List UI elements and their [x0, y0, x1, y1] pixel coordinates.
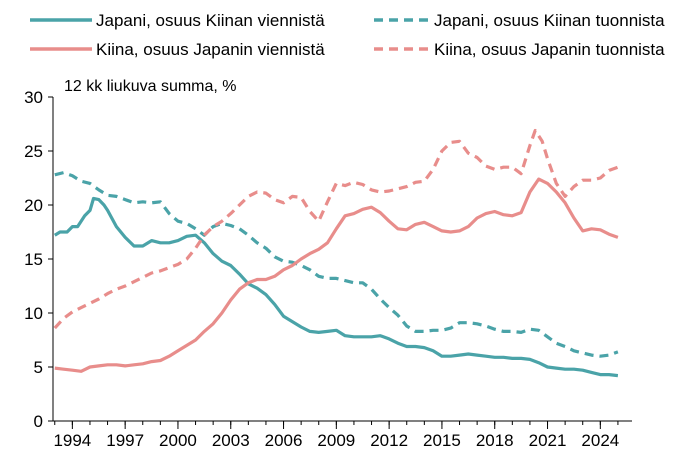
y-tick-label: 10	[24, 304, 43, 323]
y-tick-label: 25	[24, 142, 43, 161]
y-tick-label: 15	[24, 250, 43, 269]
y-tick-label: 20	[24, 196, 43, 215]
y-tick-label: 30	[24, 88, 43, 107]
legend-label-japani-tuonti: Japani, osuus Kiinan tuonnista	[434, 11, 665, 30]
y-tick-label: 5	[34, 358, 43, 377]
y-tick-label: 0	[34, 412, 43, 431]
series-layer	[53, 128, 619, 378]
y-axis-unit-label: 12 kk liukuva summa, %	[64, 78, 237, 95]
series-line-1	[54, 171, 619, 358]
legend: Japani, osuus Kiinan viennistä Japani, o…	[30, 11, 665, 59]
x-tick-label: 2000	[159, 431, 197, 450]
x-tick-label: 1994	[53, 431, 91, 450]
x-tick-label: 2006	[265, 431, 303, 450]
series-line-0	[53, 196, 619, 378]
x-tick-label: 2021	[529, 431, 567, 450]
legend-label-kiina-tuonti: Kiina, osuus Japanin tuonnista	[434, 40, 665, 59]
x-tick-label: 2009	[317, 431, 355, 450]
x-tick-label: 2018	[476, 431, 514, 450]
series-line-3	[53, 128, 619, 330]
x-tick-label: 2012	[370, 431, 408, 450]
x-tick-label: 2003	[212, 431, 250, 450]
legend-label-kiina-vienti: Kiina, osuus Japanin viennistä	[96, 40, 325, 59]
series-line-2	[54, 177, 619, 373]
axes: 0 5 10 15 20 25 30 1994 1997 2000 2003 2006 2009 2012…	[24, 88, 632, 450]
legend-label-japani-vienti: Japani, osuus Kiinan viennistä	[96, 11, 325, 30]
x-tick-label: 1997	[106, 431, 144, 450]
x-tick-label: 2024	[581, 431, 619, 450]
x-tick-label: 2015	[423, 431, 461, 450]
